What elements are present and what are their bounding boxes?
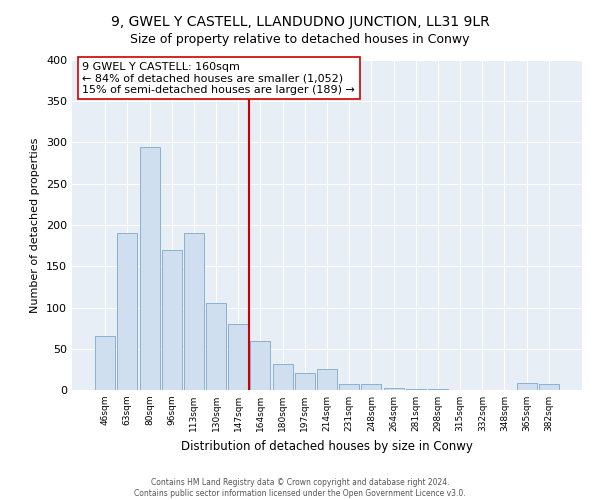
Bar	[383, 388, 404, 390]
Bar	[118, 233, 137, 390]
Bar	[539, 384, 559, 390]
Bar	[272, 364, 293, 390]
Bar	[428, 389, 448, 390]
Bar	[517, 384, 536, 390]
Bar	[250, 340, 271, 390]
Text: Contains HM Land Registry data © Crown copyright and database right 2024.
Contai: Contains HM Land Registry data © Crown c…	[134, 478, 466, 498]
Bar	[295, 372, 315, 390]
Text: 9, GWEL Y CASTELL, LLANDUDNO JUNCTION, LL31 9LR: 9, GWEL Y CASTELL, LLANDUDNO JUNCTION, L…	[110, 15, 490, 29]
Bar	[317, 370, 337, 390]
Bar	[162, 250, 182, 390]
Bar	[228, 324, 248, 390]
Bar	[339, 384, 359, 390]
Bar	[95, 336, 115, 390]
Bar	[206, 304, 226, 390]
Bar	[140, 146, 160, 390]
X-axis label: Distribution of detached houses by size in Conwy: Distribution of detached houses by size …	[181, 440, 473, 452]
Bar	[406, 389, 426, 390]
Text: 9 GWEL Y CASTELL: 160sqm
← 84% of detached houses are smaller (1,052)
15% of sem: 9 GWEL Y CASTELL: 160sqm ← 84% of detach…	[82, 62, 355, 95]
Y-axis label: Number of detached properties: Number of detached properties	[31, 138, 40, 312]
Text: Size of property relative to detached houses in Conwy: Size of property relative to detached ho…	[130, 32, 470, 46]
Bar	[184, 233, 204, 390]
Bar	[361, 384, 382, 390]
